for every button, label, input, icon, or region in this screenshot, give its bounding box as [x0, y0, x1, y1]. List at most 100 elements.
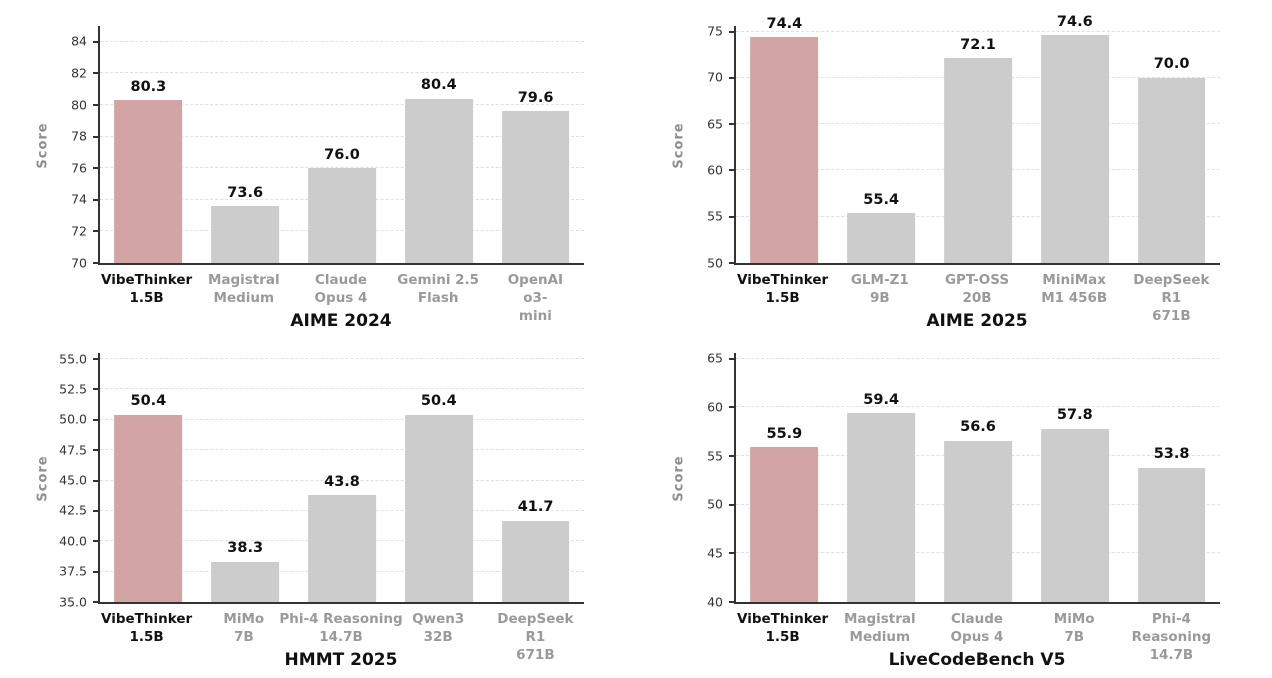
gridline — [100, 418, 584, 420]
y-tick-label: 45.0 — [59, 472, 87, 488]
x-category-label: Claude Opus 4 — [950, 611, 1004, 646]
bar-value-label: 70.0 — [1153, 56, 1190, 73]
bar — [847, 213, 916, 263]
bar — [308, 168, 376, 263]
bar — [404, 98, 473, 263]
y-tick-mark — [93, 540, 100, 543]
bar-value-label: 53.8 — [1153, 446, 1190, 463]
y-tick-label: 55 — [707, 447, 723, 463]
y-tick-label: 55.0 — [59, 350, 87, 366]
y-tick-label: 65 — [707, 350, 723, 366]
x-category-label: DeepSeek R1 671B — [1133, 272, 1210, 325]
y-tick-mark — [729, 169, 736, 172]
x-axis-labels: VibeThinker 1.5B GLM-Z1 9B GPT-OSS 20B Mini… — [734, 271, 1220, 324]
y-axis-label: Score — [670, 26, 688, 265]
bar-value-label: 56.6 — [960, 419, 996, 436]
x-category-label: Qwen3 32B — [412, 611, 465, 646]
bar-value-label: 72.1 — [960, 36, 996, 53]
y-tick-label: 78 — [71, 128, 87, 144]
gridline — [736, 30, 1220, 32]
y-tick-label: 40 — [707, 593, 723, 609]
x-axis-labels: VibeThinker 1.5B MiMo 7B Phi-4 Reasoning 1… — [98, 610, 584, 663]
bar — [944, 440, 1012, 602]
y-tick-label: 75 — [707, 23, 723, 39]
bar — [114, 100, 183, 263]
x-category-label: VibeThinker 1.5B — [101, 272, 193, 307]
y-tick-label: 35.0 — [59, 593, 87, 609]
y-tick-label: 37.5 — [59, 563, 87, 579]
y-tick-mark — [93, 135, 100, 138]
y-tick-label: 42.5 — [59, 502, 87, 518]
y-tick-mark — [93, 509, 100, 512]
gridline — [100, 104, 584, 106]
gridline — [736, 357, 1220, 359]
y-tick-label: 47.5 — [59, 441, 87, 457]
y-tick-mark — [729, 262, 736, 264]
bar — [404, 414, 473, 602]
gridline — [100, 388, 584, 390]
bar — [211, 561, 280, 602]
chart-aime-2025: Score AIME 2025 50 55 60 65 70 75 74.4 55.4 72.1… — [636, 0, 1272, 339]
y-tick-mark — [93, 418, 100, 421]
gridline — [100, 479, 584, 481]
chart-title: AIME 2025 — [926, 311, 1028, 331]
bar-value-label: 55.4 — [863, 191, 900, 208]
x-category-label: OpenAI o3-mini — [507, 272, 564, 325]
y-tick-label: 72 — [71, 223, 87, 239]
bar-value-label: 74.4 — [766, 15, 803, 32]
x-axis-labels: VibeThinker 1.5B Magistral Medium Claude O… — [98, 271, 584, 324]
y-axis-label: Score — [34, 26, 52, 265]
bar — [847, 413, 916, 602]
y-tick-mark — [93, 167, 100, 170]
gridline — [100, 135, 584, 137]
bar — [1040, 428, 1109, 602]
y-tick-mark — [93, 388, 100, 391]
y-tick-label: 55 — [707, 208, 723, 224]
x-category-label: GPT-OSS 20B — [944, 272, 1010, 307]
chart-title: HMMT 2025 — [284, 650, 398, 670]
chart-title: AIME 2024 — [290, 311, 392, 331]
bar — [114, 414, 183, 602]
y-tick-mark — [729, 406, 736, 409]
bar — [1137, 77, 1206, 263]
bar-value-label: 50.4 — [420, 393, 457, 410]
gridline — [100, 358, 584, 360]
y-tick-label: 70 — [707, 69, 723, 85]
bar-value-label: 76.0 — [324, 146, 360, 163]
y-tick-label: 82 — [71, 65, 87, 81]
y-axis-label: Score — [34, 353, 52, 604]
y-tick-label: 70 — [71, 254, 87, 270]
y-tick-mark — [729, 601, 736, 603]
y-axis-label: Score — [670, 353, 688, 604]
y-tick-mark — [729, 215, 736, 218]
gridline — [100, 40, 584, 42]
y-tick-label: 50.0 — [59, 411, 87, 427]
bar — [750, 447, 819, 602]
x-category-label: VibeThinker 1.5B — [737, 611, 829, 646]
y-tick-mark — [93, 262, 100, 264]
y-tick-label: 50 — [707, 254, 723, 270]
bar — [308, 495, 376, 602]
x-category-label: Gemini 2.5 Flash — [397, 272, 480, 307]
y-axis-label-text: Score — [35, 122, 51, 169]
gridline — [100, 167, 584, 169]
y-tick-label: 60 — [707, 399, 723, 415]
y-tick-label: 76 — [71, 159, 87, 175]
y-tick-mark — [729, 552, 736, 555]
plot-area: 50 55 60 65 70 75 74.4 55.4 72.1 74.6 70.0 — [707, 15, 1220, 268]
bar-value-label: 59.4 — [863, 391, 900, 408]
y-tick-mark — [93, 198, 100, 201]
y-axis-label-text: Score — [671, 122, 687, 169]
y-tick-label: 52.5 — [59, 381, 87, 397]
gridline — [100, 449, 584, 451]
bar — [944, 58, 1012, 263]
x-category-label: GLM-Z1 9B — [850, 272, 909, 307]
bar-value-label: 73.6 — [227, 184, 264, 201]
bar — [1137, 467, 1206, 602]
x-category-label: Magistral Medium — [843, 611, 916, 646]
gridline — [736, 406, 1220, 408]
x-category-label: Claude Opus 4 — [314, 272, 368, 307]
bar — [501, 520, 570, 602]
y-tick-label: 45 — [707, 545, 723, 561]
y-tick-mark — [729, 455, 736, 458]
